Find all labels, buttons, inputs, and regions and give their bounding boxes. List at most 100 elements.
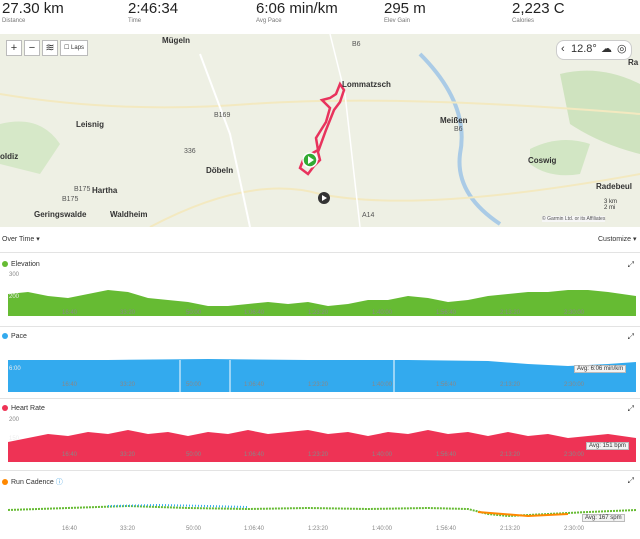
laps-toggle[interactable]: ☐ Laps [60,40,88,56]
stat-value: 6:06 min/km [256,0,338,17]
x-tick: 1:40:00 [372,382,393,388]
x-tick: 50:00 [186,310,202,316]
x-tick: 1:23:20 [308,452,329,458]
stat-label: Calories [512,18,535,24]
stat-time: 2:46:34 Time [128,1,178,25]
stat-calories: 2,223 C Calories [512,1,565,25]
stat-label: Time [128,18,142,24]
place-label: Coswig [528,156,557,165]
map-canvas [0,34,640,227]
expand-icon[interactable]: ⤢ [627,332,634,341]
info-icon[interactable]: ⓘ [55,479,63,486]
weather-badge: ‹ 12.8° ☁ ◎ [556,40,632,60]
place-label: Mügeln [162,36,190,45]
x-tick: 50:00 [186,526,202,532]
road-label: A14 [362,212,375,219]
x-tick: 1:23:20 [308,382,329,388]
x-tick: 2:30:00 [564,382,585,388]
x-tick: 1:40:00 [372,310,393,316]
x-tick: 2:30:00 [564,526,585,532]
stats-bar: 27.30 km Distance 2:46:34 Time 6:06 min/km… [0,0,640,32]
x-tick: 1:56:40 [436,382,457,388]
x-tick: 2:13:20 [500,382,521,388]
road-label: 336 [184,148,196,155]
road-label: B175 [62,196,79,203]
divider [0,398,640,399]
y-tick: 150 [9,436,20,442]
place-label: oldiz [0,152,19,161]
cadence-fast-segment [107,503,249,508]
run-cadence-chart [8,503,636,518]
zoom-out-button[interactable]: − [24,40,40,56]
weather-temp: 12.8° [571,43,597,55]
route-map[interactable]: Mügeln Lommatzsch Leisnig Meißen oldiz C… [0,34,640,227]
place-label: Lommatzsch [342,80,391,89]
elevation-header: Elevation [2,261,40,268]
heart-rate-dot [2,405,8,412]
x-tick: 1:40:00 [372,526,393,532]
heart-rate-chart [8,430,636,462]
x-tick: 50:00 [186,382,202,388]
place-label: Hartha [92,186,118,195]
x-tick: 1:06:40 [244,526,265,532]
elevation-chart [8,290,636,316]
x-tick: 1:06:40 [244,452,265,458]
stat-value: 27.30 km [2,0,64,17]
x-tick: 2:30:00 [564,310,585,316]
x-tick: 33:20 [120,452,136,458]
x-tick: 33:20 [120,382,136,388]
place-label: Radebeul [596,182,633,191]
x-tick: 1:06:40 [244,382,265,388]
chevron-left-icon[interactable]: ‹ [561,43,565,55]
cadence-slow-segment [477,511,569,518]
x-tick: 1:06:40 [244,310,265,316]
divider [0,470,640,471]
expand-icon[interactable]: ⤢ [627,260,634,269]
avg-heart-rate-badge: Avg: 151 bpm [586,442,629,450]
x-tick: 2:30:00 [564,452,585,458]
layers-icon[interactable]: ≋ [42,40,58,56]
avg-cadence-badge: Avg: 167 spm [582,514,625,522]
chart-title: Pace [11,333,27,340]
x-tick: 1:56:40 [436,526,457,532]
checkbox-icon: ☐ [63,45,70,51]
stat-value: 295 m [384,0,426,17]
stat-label: Avg Pace [256,18,282,24]
road-label: B6 [352,41,361,48]
x-tick: 1:40:00 [372,452,393,458]
pace-area [8,359,636,392]
zoom-in-button[interactable]: + [6,40,22,56]
stat-value: 2,223 C [512,0,565,17]
x-tick: 1:56:40 [436,310,457,316]
divider [0,252,640,253]
place-label: Geringswalde [34,210,87,219]
stat-pace: 6:06 min/km Avg Pace [256,1,338,25]
x-tick: 2:13:20 [500,526,521,532]
place-label: Leisnig [76,120,105,129]
expand-icon[interactable]: ⤢ [627,404,634,413]
stat-label: Elev Gain [384,18,411,24]
scale-mi: 2 mi [604,205,616,211]
place-label: Meißen [440,116,468,125]
y-tick: 6:00 [9,366,21,372]
y-tick: 200 [9,417,20,423]
avg-pace-badge: Avg: 6:06 min/km [574,365,627,373]
x-tick: 2:13:20 [500,452,521,458]
scale-km: 3 km [604,199,618,205]
map-attribution: © Garmin Ltd. or its Affiliates [542,216,606,222]
route-path [298,81,346,176]
expand-icon[interactable]: ⤢ [627,476,634,485]
x-tick: 16:40 [62,310,78,316]
pace-header: Pace [2,333,27,340]
road-label: B169 [214,112,231,119]
x-tick: 16:40 [62,526,78,532]
map-scale: 3 km 2 mi [604,199,617,211]
heart-rate-area [8,430,636,462]
chart-title: Heart Rate [11,405,45,412]
x-tick: 1:56:40 [436,452,457,458]
heart-rate-header: Heart Rate [2,405,45,412]
laps-label: Laps [71,45,85,51]
customize-dropdown[interactable]: Customize ▾ [598,236,637,243]
road-label: B175 [74,186,91,193]
view-dropdown[interactable]: Over Time ▾ [2,236,40,243]
